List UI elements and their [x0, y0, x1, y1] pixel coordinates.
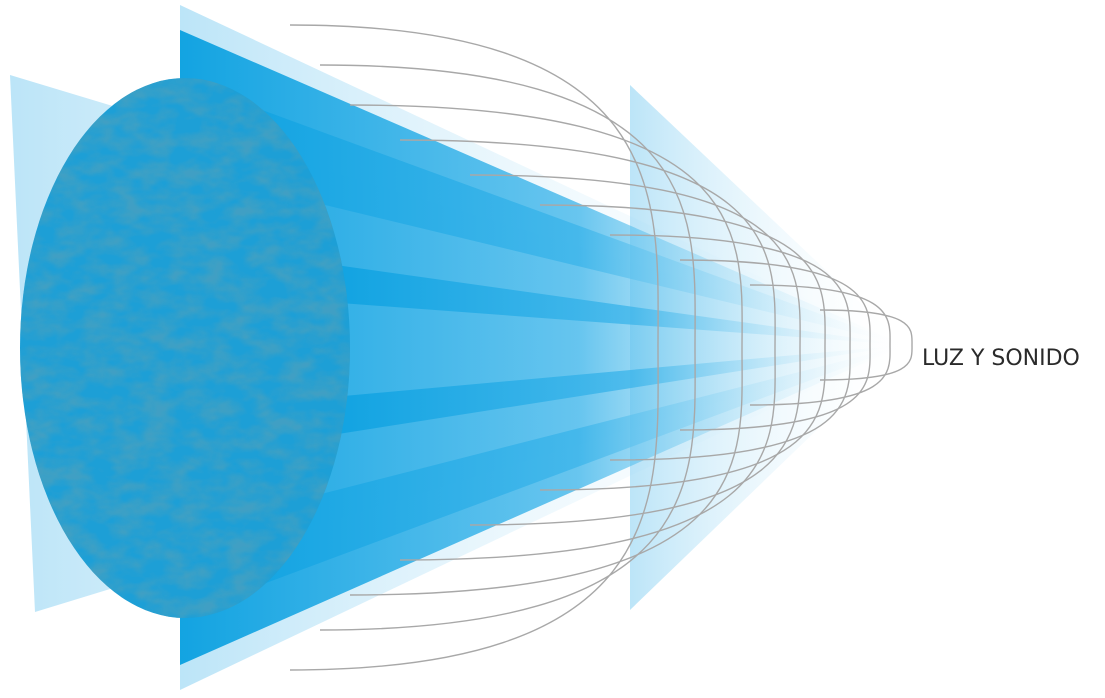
wave-arc: [609, 234, 851, 461]
ray: [300, 345, 905, 440]
disc-texture: [20, 78, 350, 618]
sound-waves: [289, 24, 913, 671]
ray: [180, 345, 905, 665]
wave-arc: [289, 24, 659, 671]
wave-arc: [679, 259, 871, 431]
wave-arc: [399, 139, 776, 561]
caption: LUZ Y SONIDO: [922, 346, 1080, 371]
ray: [300, 260, 905, 345]
wave-arc: [319, 64, 696, 631]
wave-arc: [469, 174, 801, 526]
wave-arc: [749, 284, 891, 406]
wave-arc: [349, 104, 743, 596]
textured-disc: [20, 78, 350, 618]
ray: [180, 30, 905, 345]
wave-arc: [539, 204, 826, 491]
wave-arc: [819, 309, 913, 381]
